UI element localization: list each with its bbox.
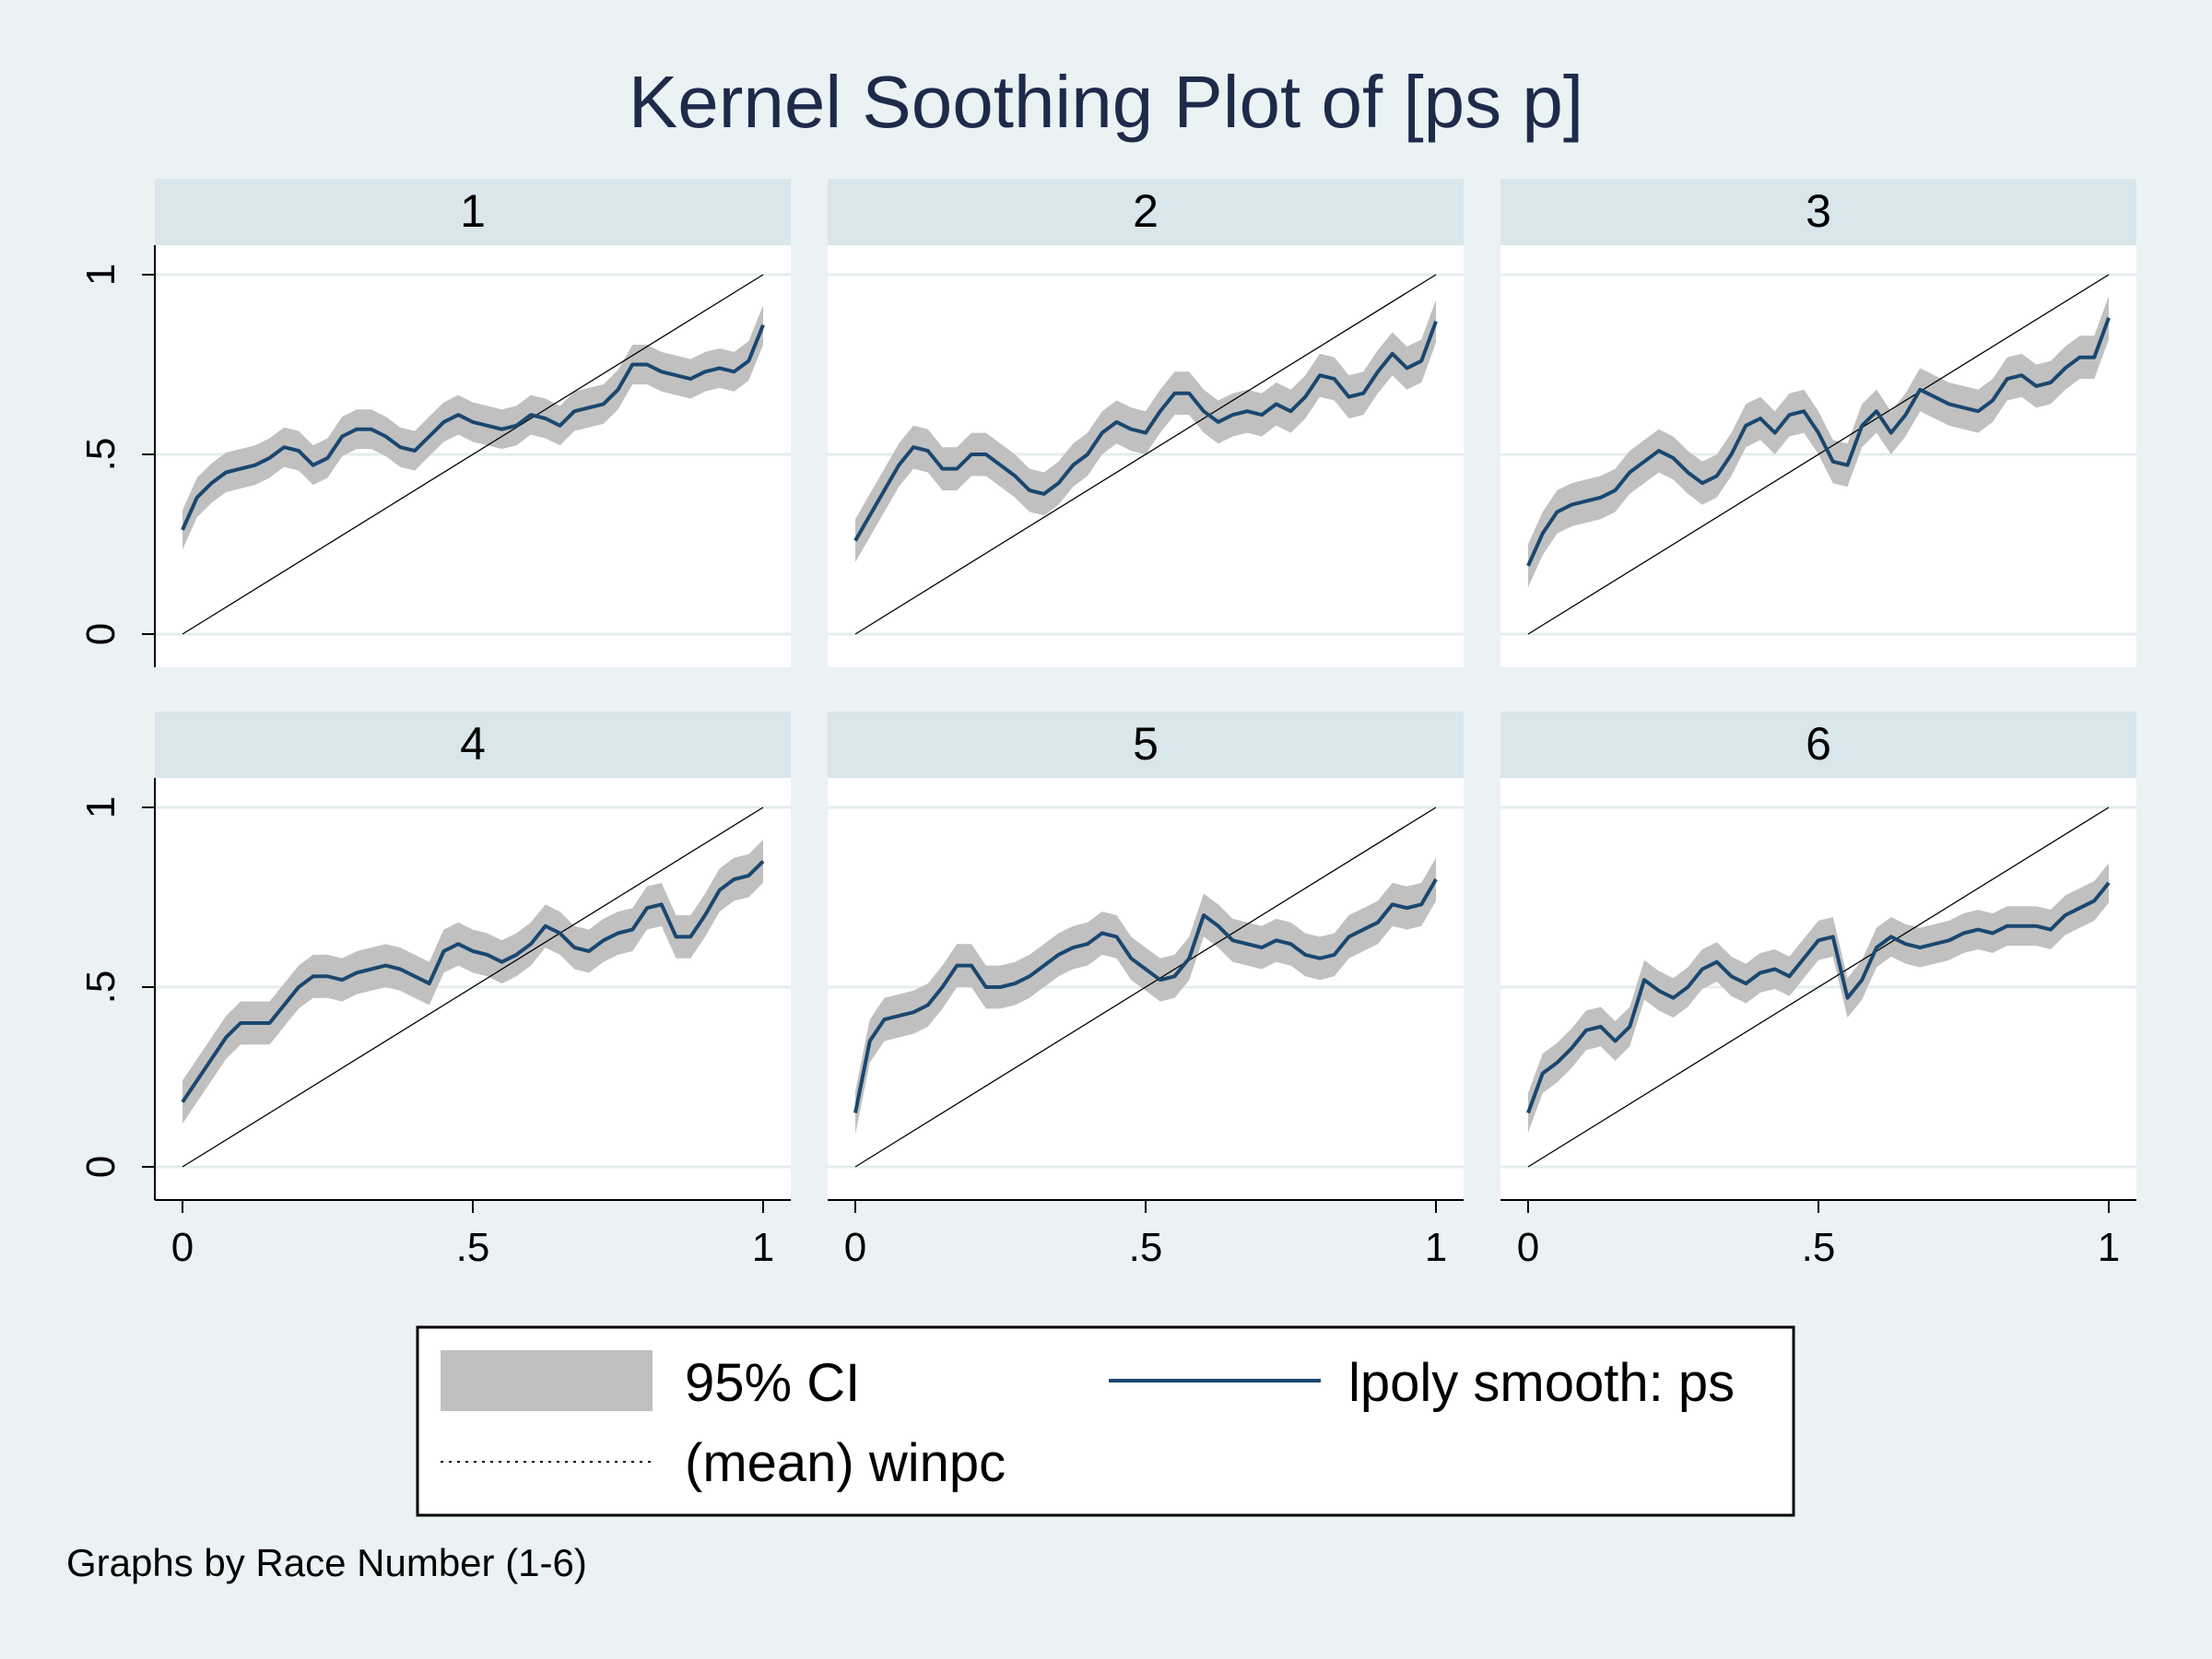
x-tick-label: .5 [1129,1225,1163,1270]
panel-header [1500,179,2136,245]
panel-2: 2 [828,179,1464,667]
panel-label: 4 [460,718,486,770]
panel-header [155,179,791,245]
reference-line [854,806,1437,1168]
x-tick-label: 0 [1517,1225,1539,1270]
panel-header [1500,712,2136,778]
panel-6: 6 [1500,712,2136,1200]
axes-group: 0 .5 1 0 .5 1 0 .5 1 0 .5 1 0 .5 1 [78,245,2136,1270]
panel-header [828,712,1464,778]
x-tick-label: .5 [456,1225,490,1270]
x-tick-label: 1 [752,1225,774,1270]
x-tick-label: .5 [1802,1225,1836,1270]
smooth-line [853,878,1438,1113]
plot-area [1500,778,2136,1200]
legend: 95% CI lpoly smooth: ps (mean) winpc [416,1325,1795,1517]
plot-area [1500,245,2136,667]
smooth-line [181,860,765,1103]
legend-reference-label: (mean) winpc [685,1433,1006,1493]
panel-1: 1 [155,179,791,667]
panel-3: 3 [1500,179,2136,667]
plot-area [155,778,791,1200]
panel-4: 4 [155,712,791,1200]
reference-line [182,274,764,635]
panel-header [828,179,1464,245]
ci-band [855,857,1436,1135]
y-tick-label: 1 [78,264,124,286]
x-tick-label: 0 [171,1225,194,1270]
ci-band [1528,296,2109,588]
legend-ci-label: 95% CI [685,1353,860,1413]
smooth-line [1526,881,2111,1114]
legend-smooth-label: lpoly smooth: ps [1348,1353,1735,1413]
y-tick-label: .5 [78,971,124,1005]
smooth-line [181,324,765,531]
chart-note: Graphs by Race Number (1-6) [66,1541,587,1584]
x-tick-label: 1 [2098,1225,2120,1270]
ci-band [182,840,763,1124]
reference-line [854,274,1437,635]
panel-label: 3 [1806,185,1831,237]
ci-band [1528,863,2109,1133]
legend-ci-swatch [441,1350,653,1411]
panel-label: 1 [460,185,486,237]
y-tick-label: 0 [78,623,124,645]
panel-label: 2 [1133,185,1159,237]
reference-line [182,806,764,1168]
x-tick-label: 0 [844,1225,866,1270]
panel-label: 5 [1133,718,1159,770]
panel-label: 6 [1806,718,1831,770]
panel-5: 5 [828,712,1464,1200]
y-tick-label: .5 [78,438,124,472]
chart-title: Kernel Soothing Plot of [ps p] [629,61,1583,143]
x-tick-label: 1 [1425,1225,1447,1270]
smooth-line [853,321,1438,542]
panels-grid: 1 2 3 4 5 6 [155,179,2136,1200]
y-tick-label: 0 [78,1156,124,1178]
y-tick-label: 1 [78,796,124,818]
ci-band [182,305,763,550]
reference-line [1527,274,2110,635]
reference-line [1527,806,2110,1168]
smooth-line [1526,317,2111,567]
panel-header [155,712,791,778]
